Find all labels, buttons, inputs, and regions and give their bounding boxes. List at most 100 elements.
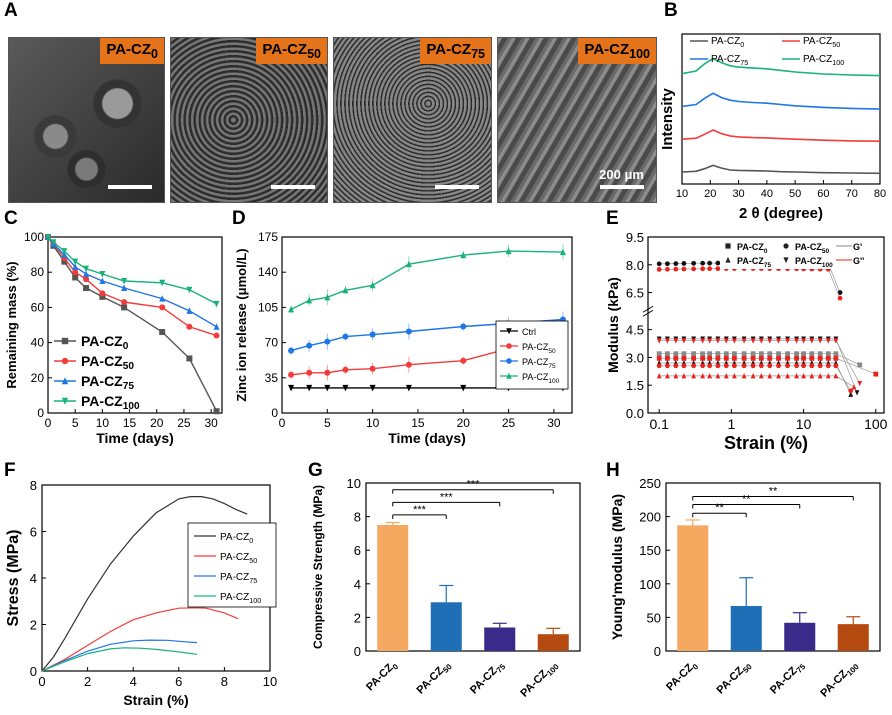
x-tick-label: 70	[846, 188, 858, 200]
series-line-pa-cz100	[681, 57, 881, 77]
series-line-pa-cz75	[41, 639, 198, 672]
data-point	[691, 355, 697, 361]
data-point	[673, 261, 679, 266]
data-point	[369, 331, 376, 338]
y-axis-title: Remaining mass (%)	[4, 261, 19, 388]
data-point	[750, 355, 756, 361]
x-tick-label: 25	[502, 416, 516, 430]
data-point	[213, 323, 220, 330]
data-point	[72, 274, 79, 281]
data-point	[673, 266, 679, 272]
data-point	[700, 363, 706, 369]
data-point	[741, 351, 747, 357]
legend-label: PA-CZ50	[522, 342, 556, 355]
legend-label: PA-CZ0	[711, 36, 744, 49]
y-axis-title: Young'modulus (MPa)	[609, 494, 625, 640]
data-point	[306, 384, 313, 392]
legend-label: PA-CZ100	[803, 54, 844, 67]
series-line-pa-cz0	[41, 496, 248, 672]
data-point	[665, 373, 670, 379]
legend-label: PA-CZ100	[220, 592, 261, 605]
data-point	[159, 279, 166, 287]
data-point	[707, 266, 713, 272]
x-tick-label: 100	[864, 416, 888, 432]
y-tick-label: 100	[24, 230, 44, 244]
data-point	[833, 363, 839, 369]
data-point	[794, 355, 799, 361]
y-tick-label: 0	[271, 406, 278, 420]
y-tick-label: 8.0	[626, 258, 644, 273]
data-point	[665, 266, 670, 272]
data-point	[707, 373, 713, 379]
x-tick-label: 1	[727, 416, 735, 432]
data-point	[460, 251, 467, 259]
data-point	[700, 338, 706, 344]
y-tick-label: 10	[347, 476, 361, 491]
data-point	[656, 373, 662, 379]
data-point	[833, 373, 839, 379]
legend-marker	[506, 328, 512, 335]
x-category-label: PA-CZ100	[818, 658, 861, 701]
x-tick-label: 10	[366, 416, 380, 430]
y-tick-label: 0	[354, 644, 361, 659]
data-point	[767, 363, 773, 369]
y-tick-label: 70	[265, 336, 279, 350]
data-point	[186, 355, 193, 362]
x-tick-label: 50	[789, 188, 801, 200]
legend-label: PA-CZ75	[522, 357, 556, 370]
scale-label: 200 μm	[599, 167, 644, 182]
data-point	[851, 384, 857, 390]
data-point	[83, 265, 90, 273]
data-point	[715, 373, 721, 379]
sem-image-pa-cz50: PA-CZ50	[170, 37, 328, 203]
legend-box	[187, 522, 277, 608]
x-tick-label: 2	[84, 674, 91, 689]
data-point	[700, 351, 706, 357]
data-point	[665, 338, 670, 344]
data-point	[656, 338, 662, 344]
data-point	[707, 363, 713, 369]
significance-label: ***	[467, 479, 481, 491]
chart-f-stress-strain: 0 2 4 6 8 10 0 2 4 6 8 PA-CZ0 PA-CZ50 PA-CZ75 PA-CZ100…	[5, 478, 277, 708]
y-tick-label: 35	[265, 371, 279, 385]
y-tick-label: 6	[30, 525, 37, 540]
axis-break	[642, 305, 654, 313]
y-tick-label: 50	[647, 610, 661, 625]
legend-marker	[506, 343, 512, 349]
plot-frame	[47, 236, 223, 414]
scale-bar	[271, 185, 315, 189]
y-tick-label: 1.5	[626, 378, 644, 393]
data-point	[45, 234, 51, 241]
data-point	[723, 351, 729, 357]
data-point	[159, 329, 166, 336]
panel-label-b: B	[664, 0, 678, 21]
data-point	[656, 351, 662, 357]
data-point	[121, 284, 128, 292]
data-point	[854, 390, 860, 396]
x-tick-label: 20	[457, 416, 471, 430]
panel-label-d: D	[232, 208, 246, 229]
bar-pa-cz100	[537, 634, 569, 651]
data-point	[99, 290, 106, 297]
x-tick-label: 0	[38, 674, 45, 689]
legend-marker	[506, 358, 512, 364]
bar-pa-cz75	[484, 627, 516, 651]
sem-label-pa-cz50: PA-CZ50	[256, 38, 327, 64]
modulus-series	[656, 363, 854, 394]
legend-label: PA-CZ75	[737, 256, 771, 269]
data-point	[656, 261, 662, 267]
data-point	[656, 355, 662, 361]
chart-b-xrd: 10 20 30 40 50 60 70 80 PA-CZ0 PA-CZ50 PA-CZ75 PA-C…	[660, 33, 886, 222]
data-point	[121, 304, 128, 311]
y-tick-label: 140	[258, 265, 278, 279]
data-point	[288, 371, 295, 378]
y-tick-label: 4	[354, 577, 361, 592]
y-tick-label: 80	[31, 265, 45, 279]
data-point	[691, 260, 697, 266]
legend-marker	[61, 337, 69, 345]
bar-pa-cz50	[730, 605, 762, 651]
data-point	[825, 351, 831, 357]
data-point	[691, 373, 697, 379]
data-point	[707, 355, 713, 361]
data-point	[741, 338, 747, 344]
